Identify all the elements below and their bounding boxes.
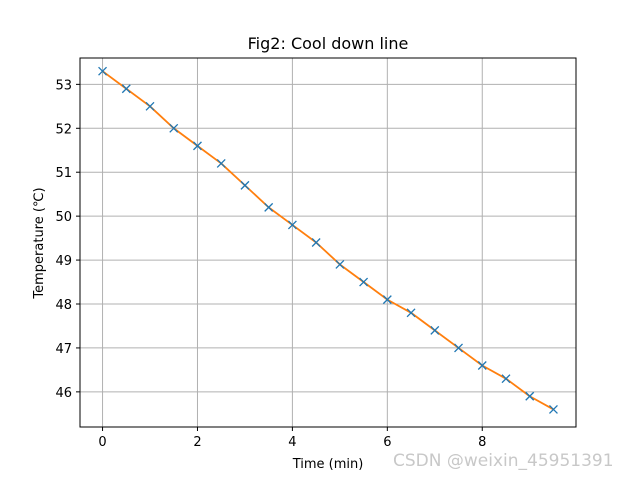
grid	[80, 58, 576, 427]
x-axis-label: Time (min)	[292, 457, 364, 472]
y-axis-label: Temperature (℃)	[32, 187, 47, 299]
data-point-marker	[430, 325, 440, 335]
data-point-marker	[169, 123, 179, 133]
plot-area	[98, 66, 558, 414]
data-point-marker	[216, 158, 226, 168]
data-point-marker	[477, 361, 487, 370]
data-point-marker	[525, 391, 535, 401]
data-point-marker	[287, 220, 297, 230]
data-point-marker	[98, 66, 108, 76]
data-point-marker	[240, 180, 250, 190]
data-point-marker	[145, 101, 155, 111]
data-point-marker	[359, 277, 369, 287]
data-point-marker	[193, 141, 202, 151]
y-tick-label: 50	[55, 210, 72, 225]
axes-frame	[79, 57, 577, 428]
y-tick-label: 48	[55, 298, 72, 313]
y-tick-label: 46	[55, 386, 72, 401]
x-tick-label: 6	[383, 435, 391, 450]
data-point-marker	[121, 84, 131, 94]
x-tick-label: 2	[193, 435, 201, 450]
data-point-marker	[406, 308, 416, 318]
y-tick-label: 51	[55, 166, 72, 181]
data-point-marker	[264, 202, 274, 212]
x-tick-label: 8	[478, 435, 486, 450]
data-point-marker	[548, 404, 558, 414]
data-point-marker	[501, 374, 511, 384]
data-point-marker	[454, 343, 463, 353]
y-tick-label: 53	[55, 78, 72, 93]
chart-title: Fig2: Cool down line	[248, 34, 409, 53]
y-tick-label: 47	[55, 342, 72, 357]
y-tick-label: 49	[55, 254, 72, 269]
data-point-marker	[335, 260, 345, 269]
series-line	[102, 70, 554, 411]
y-tick-label: 52	[55, 122, 72, 137]
watermark: CSDN @weixin_45951391	[393, 451, 614, 471]
x-tick-label: 0	[98, 435, 106, 450]
data-point-marker	[311, 238, 321, 247]
x-tick-label: 4	[288, 435, 296, 450]
data-point-marker	[382, 295, 392, 305]
